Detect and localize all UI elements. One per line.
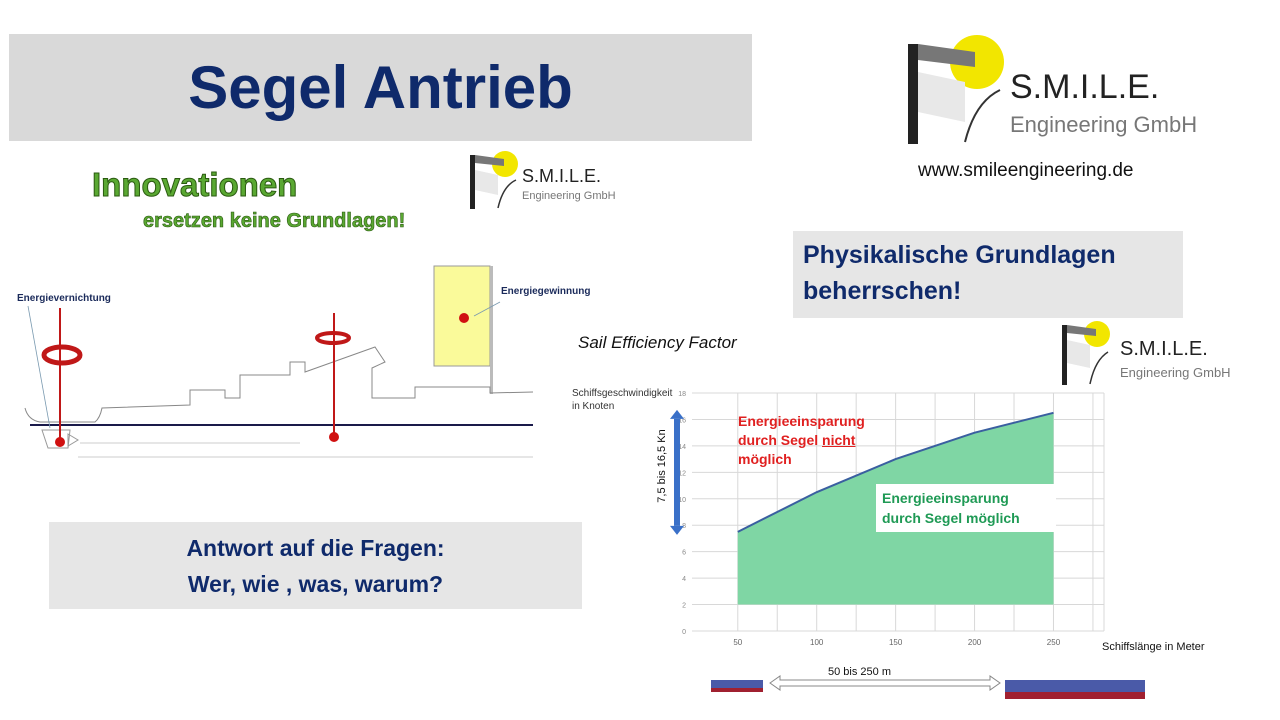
website-link[interactable]: www.smileengineering.de [918,160,1134,181]
annotation-possible: Energieeinsparung durch Segel möglich [876,484,1056,532]
length-range-arrow-icon [769,675,1001,691]
logo-mark-icon [1062,321,1110,385]
small-ship-icon [711,680,763,688]
ship-diagram [24,265,534,458]
x-tick-label: 250 [1047,638,1061,647]
y-axis-label-line1: Schiffsgeschwindigkeit [572,388,673,399]
y-tick-label: 16 [678,417,686,424]
title-box: Segel Antrieb [9,34,752,141]
y-tick-label: 12 [678,470,686,477]
x-tick-label: 200 [968,638,982,647]
annotation-line: durch Segel [738,432,823,448]
physics-box: Physikalische Grundlagen beherrschen! [793,231,1183,318]
pivot-point [459,313,469,323]
pivot-point [329,432,339,442]
y-tick-label: 6 [682,550,686,557]
annotation-emphasis: nicht [822,432,856,448]
logo-name: S.M.I.L.E. [522,166,602,186]
smile-logo-small: S.M.I.L.E. Engineering GmbH [468,150,628,212]
logo-mark-icon [908,35,1004,144]
annotation-line: Energieeinsparung [882,490,1009,506]
x-tick-label: 150 [889,638,903,647]
y-tick-label: 18 [678,391,686,398]
y-tick-label: 0 [682,629,686,636]
logo-mark-icon [470,151,518,209]
sail-efficiency-title: Sail Efficiency Factor [578,333,737,352]
annotation-line: durch Segel möglich [882,510,1020,526]
x-tick-label: 50 [733,638,742,647]
annotation-line: Energieeinsparung [738,413,865,429]
innovation-subheading: ersetzen keine Grundlagen! [143,210,406,233]
y-axis-label-line2: in Knoten [572,401,615,412]
answer-line1: Antwort auf die Fragen: [186,535,445,561]
y-tick-label: 8 [682,523,686,530]
length-range-label: 50 bis 250 m [828,666,891,678]
rotation-arrow-icon [315,331,351,345]
smile-logo-large: S.M.I.L.E. Engineering GmbH [905,32,1205,152]
answer-line2: Wer, wie , was, warum? [187,571,444,597]
logo-sub: Engineering GmbH [1010,112,1198,137]
page-title: Segel Antrieb [188,54,573,121]
y-tick-label: 4 [682,576,686,583]
annotation-not-possible: Energieeinsparung durch Segel nicht mögl… [738,412,865,469]
answer-box: Antwort auf die Fragen: Wer, wie , was, … [49,522,582,609]
large-ship-hull [1005,692,1145,699]
label-energiegewinnung: Energiegewinnung [501,286,591,297]
small-ship-hull [711,688,763,692]
label-energievernichtung: Energievernichtung [17,293,111,304]
physics-line1: Physikalische Grundlagen [803,241,1116,269]
y-tick-label: 2 [682,603,686,610]
x-tick-label: 100 [810,638,824,647]
rotation-arrow-icon [41,344,83,366]
y-axis-label: Schiffsgeschwindigkeit in Knoten [572,387,672,413]
x-axis-label: Schiffslänge in Meter [1102,641,1205,653]
y-tick-label: 10 [678,497,686,504]
annotation-line: möglich [738,451,792,467]
smile-logo-small: S.M.I.L.E. Engineering GmbH [1060,320,1240,386]
arrow-head-icon [670,525,684,535]
logo-name: S.M.I.L.E. [1120,338,1208,360]
logo-sub: Engineering GmbH [1120,365,1231,380]
logo-sub: Engineering GmbH [522,190,616,202]
large-ship-icon [1005,680,1145,692]
physics-line2: beherrschen! [803,277,962,305]
pivot-point [55,437,65,447]
innovation-heading: Innovationen [91,166,298,204]
y-tick-label: 14 [678,444,686,451]
speed-range-label: 7,5 bis 16,5 Kn [656,429,668,503]
logo-name: S.M.I.L.E. [1010,68,1160,106]
